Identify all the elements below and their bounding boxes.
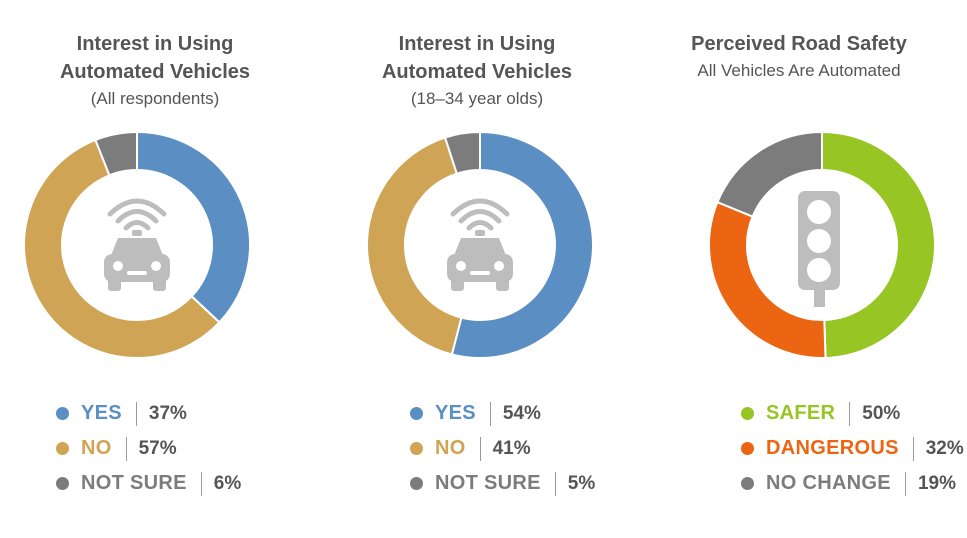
legend-label: YES [435,402,476,424]
car-icon [447,198,513,291]
legend-label: YES [81,402,122,424]
chart-titles: Interest in Using Automated Vehicles (18… [316,30,638,112]
donut-slice-no-change [716,130,823,218]
legend-dot [410,407,423,420]
legend-item-safer: SAFER 50% [741,396,964,431]
legend-item-no-change: NO CHANGE 19% [741,466,964,501]
donut-slice-no [23,138,221,359]
legend-item-not-sure: NOT SURE 6% [56,466,241,501]
chart-subtitle: All Vehicles Are Automated [697,61,901,80]
legend-separator [489,401,491,426]
chart-panel-road-safety: Perceived Road Safety All Vehicles Are A… [644,0,966,538]
legend-value: 50% [862,402,901,424]
chart-titles: Perceived Road Safety All Vehicles Are A… [638,30,960,84]
donut-slice-not-sure [94,130,138,177]
legend-item-no: NO 57% [56,431,241,466]
chart-title: Perceived Road Safety [691,33,907,55]
legend-dot [56,407,69,420]
chart-title: Interest in Using Automated Vehicles [381,33,573,83]
chart-title: Interest in Using Automated Vehicles [59,33,251,83]
donut-slice-no [366,136,463,356]
legend-label: SAFER [766,402,836,424]
chart-panel-all-respondents: Interest in Using Automated Vehicles (Al… [0,0,322,538]
donut-chart-road-safety [708,130,936,359]
legend-value: 57% [138,437,177,459]
legend-separator [912,436,914,461]
legend-value: 6% [213,472,242,494]
legend-item-yes: YES 37% [56,396,241,431]
legend-label: NO [435,437,466,459]
legend-dot [410,477,423,490]
chart-subtitle: (18–34 year olds) [410,89,544,108]
traffic-light-icon [798,191,840,307]
legend-separator [479,436,481,461]
legend-label: NO [81,437,112,459]
legend-separator [849,401,851,426]
legend: SAFER 50% DANGEROUS 32% NO CHANGE 19% [741,396,964,501]
chart-titles: Interest in Using Automated Vehicles (Al… [0,30,316,112]
donut-slice-yes [450,130,594,359]
legend-dot [741,477,754,490]
donut-slice-safer [821,130,936,359]
legend-separator [200,471,202,496]
donut-slice-yes [136,130,251,324]
donut-slice-dangerous [708,200,827,359]
donut-slice-not-sure [443,130,481,175]
legend-value: 54% [502,402,541,424]
legend-label: NOT SURE [81,472,187,494]
legend: YES 37% NO 57% NOT SURE 6% [56,396,241,501]
legend-label: DANGEROUS [766,437,899,459]
legend-item-dangerous: DANGEROUS 32% [741,431,964,466]
legend-separator [904,471,906,496]
legend-item-no: NO 41% [410,431,595,466]
legend: YES 54% NO 41% NOT SURE 5% [410,396,595,501]
legend-separator [554,471,556,496]
legend-value: 5% [567,472,596,494]
legend-separator [125,436,127,461]
donut-chart-all-respondents [23,130,251,359]
car-icon [104,198,170,291]
legend-label: NOT SURE [435,472,541,494]
legend-dot [410,442,423,455]
legend-value: 41% [492,437,531,459]
legend-value: 32% [925,437,964,459]
legend-dot [56,442,69,455]
legend-dot [741,442,754,455]
legend-separator [135,401,137,426]
donut-chart-18-34 [366,130,594,359]
legend-value: 37% [148,402,187,424]
chart-subtitle: (All respondents) [90,89,220,108]
legend-item-not-sure: NOT SURE 5% [410,466,595,501]
legend-dot [741,407,754,420]
legend-value: 19% [917,472,956,494]
legend-label: NO CHANGE [766,472,891,494]
chart-panel-18-34: Interest in Using Automated Vehicles (18… [322,0,644,538]
legend-dot [56,477,69,490]
legend-item-yes: YES 54% [410,396,595,431]
